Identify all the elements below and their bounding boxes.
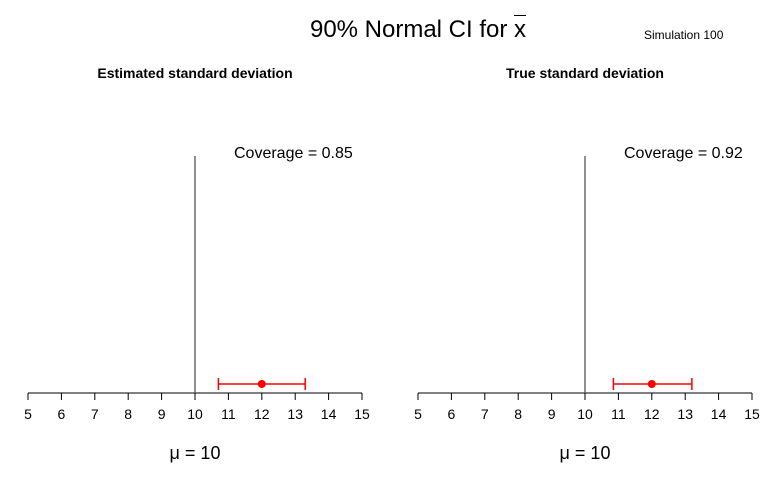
x-tick-label-true: 5 [414, 406, 422, 422]
xbar-symbol: x [514, 16, 527, 43]
x-tick-label-estimated: 5 [24, 406, 32, 422]
figure-title: 90% Normal CI for x [0, 16, 780, 44]
coverage-label-estimated: Coverage = 0.85 [234, 145, 353, 162]
x-tick-label-true: 12 [644, 406, 660, 422]
x-tick-label-true: 8 [514, 406, 522, 422]
ci-point-estimate-true [647, 380, 656, 388]
x-tick-label-estimated: 9 [158, 406, 166, 422]
x-tick-label-true: 11 [611, 406, 626, 422]
mu-label-true: μ = 10 [559, 443, 611, 463]
figure-title-text: 90% Normal CI for [309, 16, 515, 43]
x-tick-label-true: 7 [481, 406, 489, 422]
x-tick-label-true: 15 [744, 406, 760, 422]
x-tick-label-estimated: 10 [187, 406, 203, 422]
x-tick-label-estimated: 15 [354, 406, 370, 422]
x-tick-label-true: 9 [548, 406, 556, 422]
simulation-label: Simulation 100 [644, 28, 724, 42]
x-tick-label-estimated: 6 [58, 406, 66, 422]
coverage-label-true: Coverage = 0.92 [624, 145, 743, 162]
panel-title-estimated: Estimated standard deviation [97, 65, 293, 81]
mu-label-estimated: μ = 10 [169, 443, 221, 463]
ci-point-estimate-estimated [257, 380, 266, 388]
x-tick-label-true: 6 [448, 406, 456, 422]
x-tick-label-estimated: 14 [321, 406, 337, 422]
x-tick-label-estimated: 13 [287, 406, 303, 422]
x-tick-label-true: 10 [577, 406, 593, 422]
x-tick-label-estimated: 11 [221, 406, 236, 422]
x-tick-label-estimated: 8 [124, 406, 132, 422]
x-tick-label-true: 14 [711, 406, 727, 422]
x-tick-label-estimated: 12 [254, 406, 270, 422]
x-tick-label-true: 13 [677, 406, 693, 422]
x-tick-label-estimated: 7 [91, 406, 99, 422]
panel-title-true: True standard deviation [506, 65, 664, 81]
